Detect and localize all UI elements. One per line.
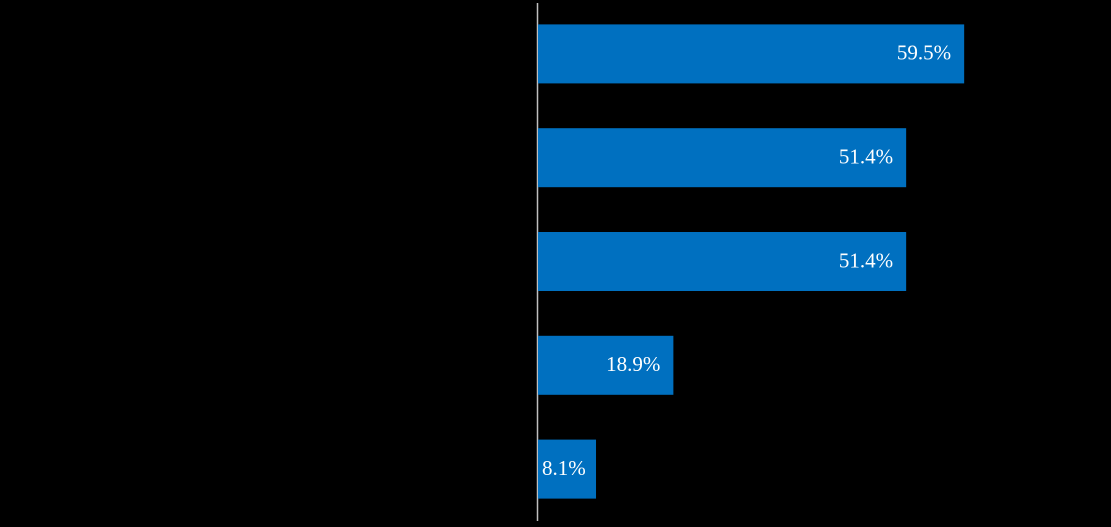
bar — [538, 232, 907, 291]
bar — [538, 24, 965, 84]
value-label: 51.4% — [839, 248, 893, 272]
value-label: 18.9% — [606, 352, 660, 376]
value-label: 59.5% — [897, 41, 951, 65]
bar — [538, 128, 907, 188]
bar — [538, 439, 597, 499]
bar — [538, 335, 674, 395]
value-label: 51.4% — [839, 145, 893, 169]
value-label: 8.1% — [542, 456, 586, 480]
